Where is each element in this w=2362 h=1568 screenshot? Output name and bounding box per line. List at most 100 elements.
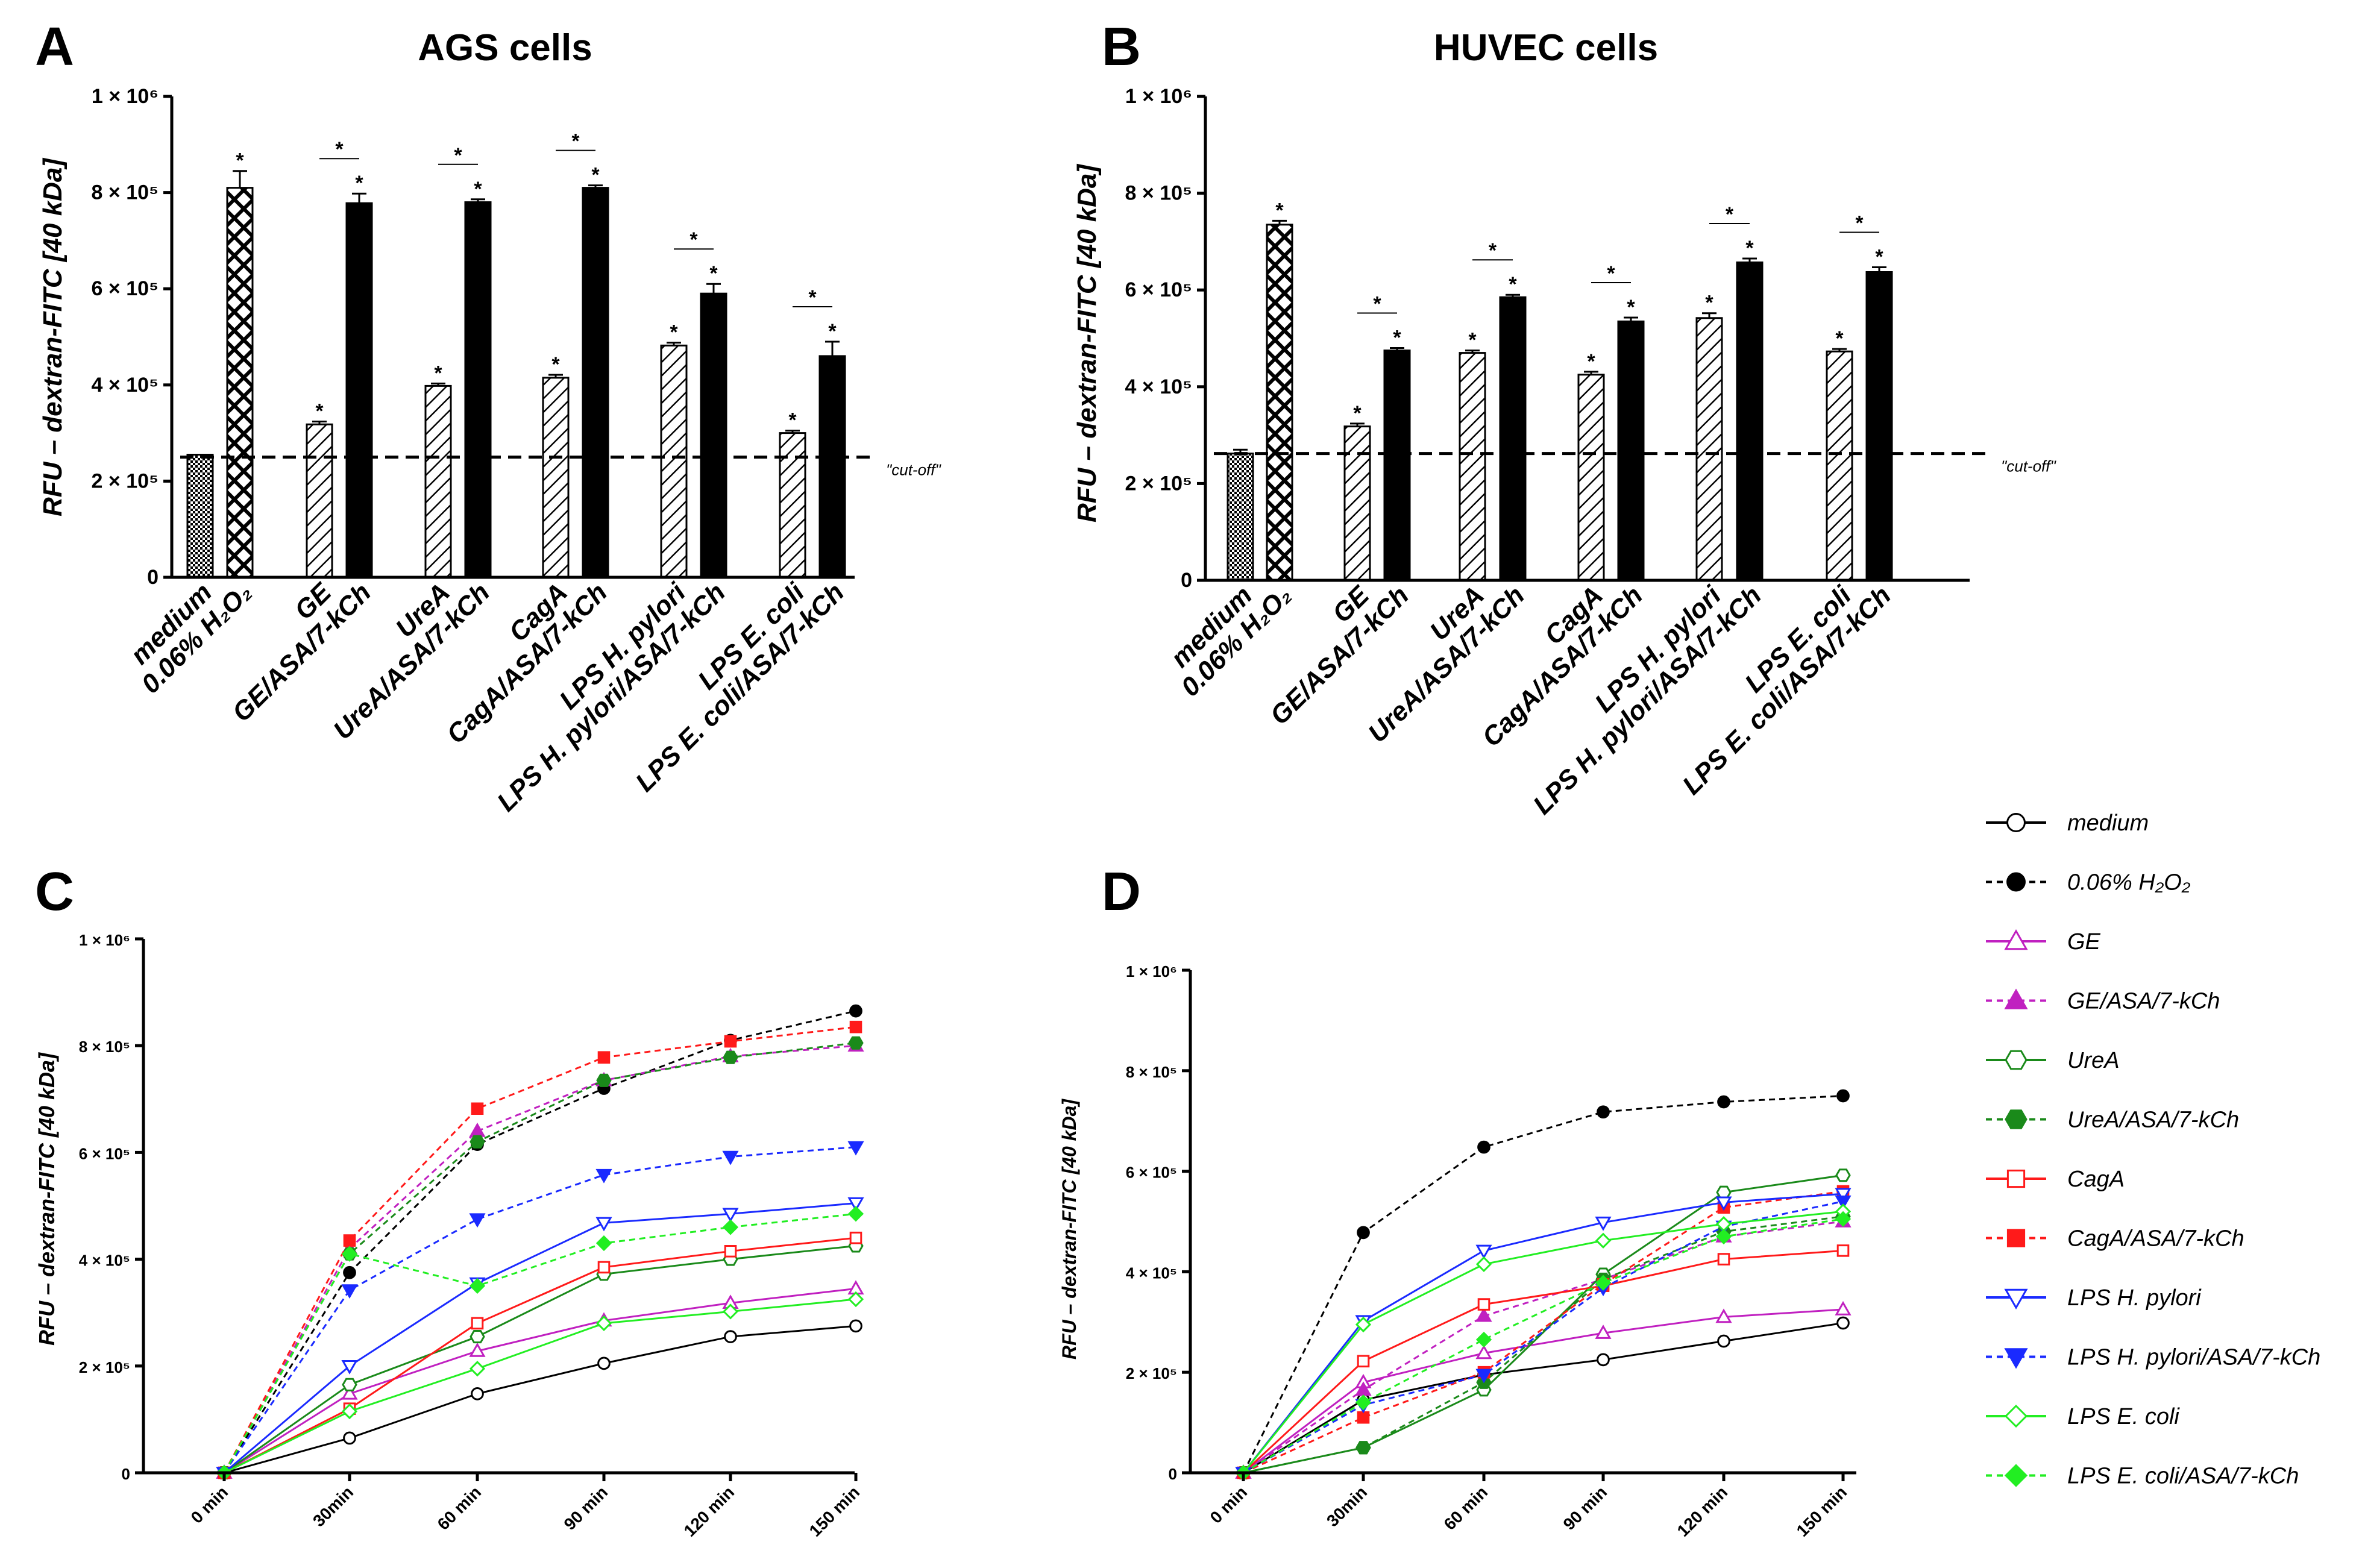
y-tick-label: 2 × 10⁵ [79, 1358, 130, 1376]
significance-star: * [1468, 329, 1477, 352]
data-point [469, 1278, 486, 1294]
legend-label: UreA/ASA/7-kCh [2067, 1108, 2239, 1133]
x-tick-label: 150 min [806, 1482, 864, 1540]
data-point [1357, 1226, 1370, 1240]
data-point [1595, 1275, 1612, 1291]
data-point [847, 1291, 864, 1308]
data-point [471, 1102, 484, 1115]
significance-star: * [670, 321, 678, 344]
data-point [469, 1213, 486, 1228]
panel-c-series [216, 1004, 864, 1482]
data-point [724, 1245, 737, 1258]
panel-d-ylabel: RFU – dextran-FITC [40 kDa] [1058, 1099, 1080, 1359]
bar [1865, 271, 1893, 582]
significance-star: * [474, 178, 482, 201]
data-point [595, 1315, 612, 1332]
data-point [849, 1231, 862, 1244]
legend-label: CagA [2067, 1167, 2125, 1192]
panel-a-title: AGS cells [418, 27, 592, 69]
panel-a-axes [170, 96, 855, 579]
legend-marker [2004, 1288, 2028, 1310]
x-tick-label: 90 min [1560, 1482, 1611, 1534]
data-point [341, 1360, 358, 1375]
series-line [1243, 1218, 1844, 1474]
series-line [1243, 1215, 1844, 1474]
cutoff-label: "cut-off" [886, 461, 941, 479]
data-point [342, 1378, 357, 1391]
x-tick-label: 0 min [1207, 1482, 1251, 1527]
y-tick-label: 8 × 10⁵ [1125, 182, 1192, 205]
panel-a-cutoff: "cut-off" [180, 456, 941, 479]
data-point [469, 1342, 486, 1357]
legend-label: GE/ASA/7-kCh [2067, 989, 2220, 1014]
series-line [224, 1244, 856, 1474]
data-point [1597, 1353, 1610, 1367]
bar [1266, 224, 1293, 582]
panel-b-cutoff: "cut-off" [1214, 452, 2056, 475]
legend-label: LPS E. coli [2067, 1404, 2180, 1429]
data-point [722, 1150, 739, 1165]
y-tick-label: 6 × 10⁵ [79, 1144, 130, 1162]
panel-d-line-chart: D RFU – dextran-FITC [40 kDa] 0 2 × 10⁵ 4 … [1058, 862, 1856, 1540]
y-tick-label: 8 × 10⁵ [92, 181, 159, 204]
bracket-star: * [1373, 293, 1381, 316]
series-line [223, 1212, 856, 1473]
bar [1577, 374, 1605, 582]
data-point [1475, 1256, 1492, 1273]
y-tick-label: 2 × 10⁵ [1126, 1364, 1177, 1382]
series-line [223, 1042, 856, 1473]
legend-label: CagA/ASA/7-kCh [2067, 1226, 2244, 1252]
data-point [1715, 1228, 1732, 1245]
significance-star: * [1275, 199, 1284, 222]
legend-marker [2006, 1229, 2026, 1247]
series-line [1242, 1095, 1844, 1473]
data-point [1715, 1196, 1732, 1211]
series-line [224, 1202, 856, 1474]
data-point [597, 1051, 611, 1064]
legend: medium 0.06% H₂O₂ GE GE/ASA/7-kCh UreA UreA/A… [1986, 811, 2320, 1489]
x-tick-label: 30min [309, 1482, 357, 1530]
bar [660, 344, 688, 579]
bar [1343, 425, 1371, 582]
x-tick-label: 0 min [187, 1482, 232, 1527]
data-point [341, 1385, 358, 1400]
data-point [595, 1168, 612, 1184]
data-point [1835, 1168, 1851, 1182]
panel-b-axes [1204, 96, 1970, 582]
data-point [343, 1431, 356, 1445]
series-line [223, 1044, 856, 1473]
data-point [469, 1122, 486, 1137]
data-point [849, 1319, 862, 1333]
data-point [1595, 1216, 1612, 1231]
bar [1695, 317, 1723, 582]
significance-star: * [591, 164, 600, 187]
data-point [1836, 1089, 1850, 1103]
bar [700, 292, 727, 579]
legend-label: UreA [2067, 1048, 2120, 1073]
bar [1736, 261, 1764, 582]
data-point [1597, 1105, 1610, 1119]
data-point [847, 1141, 864, 1156]
series-line [224, 1237, 856, 1474]
bar [186, 454, 214, 579]
bar [1617, 320, 1645, 582]
panel-a-y-ticks: 0 2 × 10⁵ 4 × 10⁵ 6 × 10⁵ 8 × 10⁵ 1 × 10⁶ [92, 85, 172, 589]
data-point [1477, 1298, 1490, 1311]
series-line [1242, 1210, 1844, 1473]
series-line [223, 1026, 856, 1473]
panel-c-y-ticks: 0 2 × 10⁵ 4 × 10⁵ 6 × 10⁵ 8 × 10⁵ 1 × 10⁶ [79, 931, 143, 1483]
panel-c-axes [142, 939, 858, 1481]
x-tick-label: 60 min [434, 1482, 485, 1534]
panel-b-bar-chart: B HUVEC cells RFU – dextran-FITC [40 kDa… [1072, 17, 2056, 820]
bracket-star: * [454, 144, 462, 167]
data-point [469, 1361, 486, 1377]
y-tick-label: 0 [122, 1465, 130, 1483]
panel-d-y-ticks: 0 2 × 10⁵ 4 × 10⁵ 6 × 10⁵ 8 × 10⁵ 1 × 10⁶ [1126, 962, 1190, 1483]
data-point [722, 1208, 739, 1223]
bracket-star: * [808, 286, 817, 309]
x-tick-label: 60 min [1440, 1482, 1492, 1534]
data-point [724, 1330, 737, 1343]
bracket-star: * [335, 138, 344, 161]
